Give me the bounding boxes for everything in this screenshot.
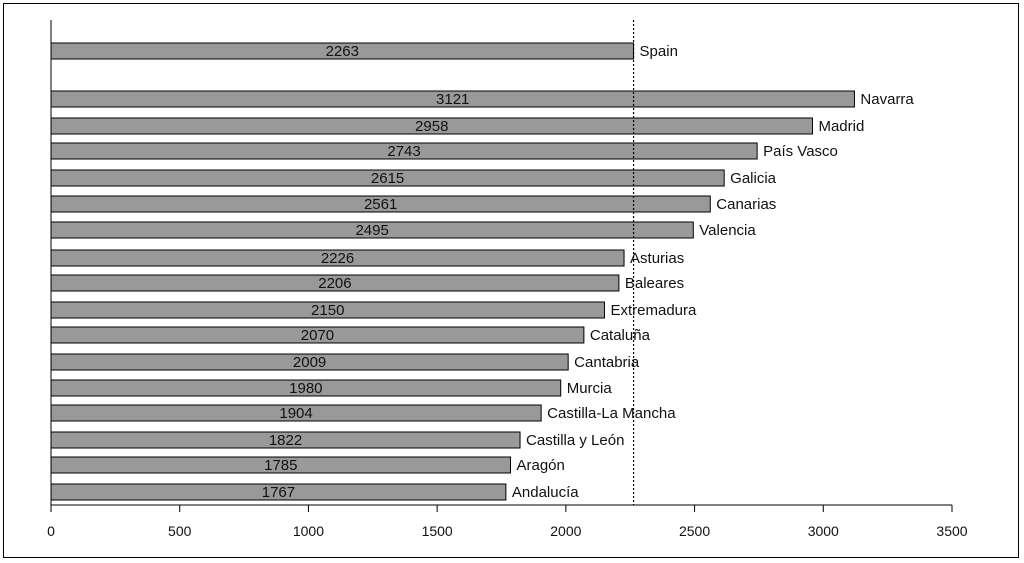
bar-value-label-14: 1785 — [264, 457, 297, 474]
bar-value-label-3: 2615 — [371, 170, 404, 187]
x-tick-label-7: 3500 — [936, 523, 967, 539]
category-label-13: Castilla y León — [526, 432, 624, 449]
category-label-15: Andalucía — [512, 484, 579, 501]
x-tick-label-3: 1500 — [422, 523, 453, 539]
bar-value-label-2: 2743 — [387, 143, 420, 160]
bar-value-label-13: 1822 — [269, 432, 302, 449]
category-label-12: Castilla-La Mancha — [547, 405, 676, 422]
bar-value-label-spain: 2263 — [326, 43, 359, 60]
bar-value-label-6: 2226 — [321, 250, 354, 267]
bar-value-label-7: 2206 — [318, 275, 351, 292]
bar-value-label-0: 3121 — [436, 91, 469, 108]
x-tick-label-5: 2500 — [679, 523, 710, 539]
category-label-2: País Vasco — [763, 143, 838, 160]
category-label-10: Cantabria — [574, 354, 640, 371]
category-label-5: Valencia — [699, 222, 756, 239]
category-label-7: Baleares — [625, 275, 684, 292]
x-tick-label-6: 3000 — [808, 523, 839, 539]
category-label-1: Madrid — [818, 118, 864, 135]
x-tick-label-4: 2000 — [550, 523, 581, 539]
bar-value-label-12: 1904 — [279, 405, 312, 422]
category-label-6: Asturias — [630, 250, 684, 267]
x-tick-label-2: 1000 — [293, 523, 324, 539]
bar-value-label-10: 2009 — [293, 354, 326, 371]
category-label-14: Aragón — [517, 457, 565, 474]
category-label-9: Cataluña — [590, 327, 651, 344]
bar-value-label-1: 2958 — [415, 118, 448, 135]
category-label-8: Extremadura — [610, 302, 697, 319]
category-label-spain: Spain — [640, 43, 678, 60]
bar-value-label-4: 2561 — [364, 196, 397, 213]
bar-value-label-11: 1980 — [289, 380, 322, 397]
x-tick-label-0: 0 — [47, 523, 55, 539]
bar-value-label-15: 1767 — [262, 484, 295, 501]
category-label-4: Canarias — [716, 196, 776, 213]
bar-value-label-9: 2070 — [301, 327, 334, 344]
category-label-3: Galicia — [730, 170, 777, 187]
bar-value-label-5: 2495 — [355, 222, 388, 239]
x-tick-label-1: 500 — [168, 523, 192, 539]
category-label-0: Navarra — [860, 91, 914, 108]
bar-value-label-8: 2150 — [311, 302, 344, 319]
category-label-11: Murcia — [567, 380, 613, 397]
